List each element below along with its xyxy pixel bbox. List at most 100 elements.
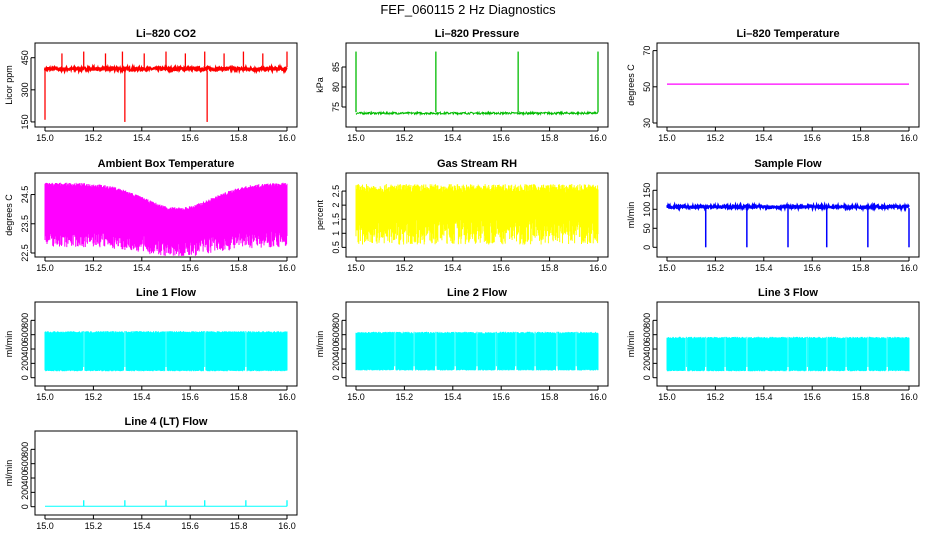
series-band bbox=[666, 336, 910, 372]
x-tick-label: 15.6 bbox=[492, 133, 510, 143]
series-band bbox=[355, 184, 599, 245]
y-axis-label: ml/min bbox=[315, 331, 325, 358]
plot-frame bbox=[34, 172, 298, 258]
chart-panel: Line 4 (LT) Flow 15.0 15.2 15.4 15.6 15.8 16.0… bbox=[4, 416, 298, 531]
x-tick-label: 15.8 bbox=[852, 263, 870, 273]
chart-panel: Line 3 Flow 15.0 15.2 15.4 15.6 15.8 16.0 0 2004… bbox=[626, 287, 920, 402]
y-axis-label: ml/min bbox=[4, 460, 14, 487]
y-tick-label: 800 bbox=[20, 313, 30, 328]
chart-panel: Line 1 Flow 15.0 15.2 15.4 15.6 15.8 16.0 0 2004… bbox=[4, 287, 298, 402]
y-tick-label: 800 bbox=[331, 313, 341, 328]
chart-title: Gas Stream RH bbox=[437, 158, 517, 170]
data-series bbox=[666, 201, 910, 248]
data-series bbox=[666, 336, 910, 372]
x-tick-label: 15.6 bbox=[181, 521, 199, 531]
x-tick-label: 15.4 bbox=[444, 263, 462, 273]
y-tick-label: 150 bbox=[20, 114, 30, 129]
x-tick-label: 15.4 bbox=[444, 133, 462, 143]
y-axis-label: kPa bbox=[315, 77, 325, 93]
x-tick-label: 15.8 bbox=[230, 263, 248, 273]
figure-title: FEF_060115 2 Hz Diagnostics bbox=[380, 2, 556, 17]
x-tick-label: 15.8 bbox=[230, 521, 248, 531]
x-tick-label: 15.4 bbox=[755, 263, 773, 273]
y-tick-label: 200 bbox=[642, 356, 652, 371]
x-tick-label: 16.0 bbox=[900, 392, 918, 402]
x-tick-label: 15.6 bbox=[492, 392, 510, 402]
plot-frame bbox=[34, 301, 298, 387]
x-tick-label: 15.8 bbox=[541, 263, 559, 273]
y-tick-label: 400 bbox=[20, 342, 30, 357]
y-tick-label: 200 bbox=[331, 356, 341, 371]
chart-panel: Li–820 Pressure 15.0 15.2 15.4 15.6 15.8 16.0 7… bbox=[315, 28, 609, 143]
y-axis-label: ml/min bbox=[626, 331, 636, 358]
y-tick-label: 75 bbox=[331, 102, 341, 112]
chart-panel: Line 2 Flow 15.0 15.2 15.4 15.6 15.8 16.0 0 2004… bbox=[315, 287, 609, 402]
x-tick-label: 15.2 bbox=[396, 392, 414, 402]
y-tick-label: 2.5 bbox=[331, 185, 341, 198]
y-tick-label: 23.5 bbox=[20, 215, 30, 233]
x-tick-label: 15.4 bbox=[755, 392, 773, 402]
y-tick-label: 50 bbox=[642, 82, 652, 92]
y-tick-label: 80 bbox=[331, 82, 341, 92]
y-tick-label: 800 bbox=[642, 313, 652, 328]
x-tick-label: 15.8 bbox=[852, 392, 870, 402]
y-tick-label: 300 bbox=[20, 82, 30, 97]
y-tick-label: 0 bbox=[331, 375, 341, 380]
y-axis-label: ml/min bbox=[4, 331, 14, 358]
x-tick-label: 15.0 bbox=[36, 263, 54, 273]
y-tick-label: 22.5 bbox=[20, 244, 30, 262]
y-tick-label: 2 bbox=[331, 203, 341, 208]
y-axis-label: Licor ppm bbox=[4, 65, 14, 105]
chart-title: Line 3 Flow bbox=[758, 287, 818, 299]
plot-frame bbox=[34, 42, 298, 128]
y-tick-label: 0 bbox=[20, 504, 30, 509]
y-tick-label: 100 bbox=[642, 202, 652, 217]
x-tick-label: 15.8 bbox=[852, 133, 870, 143]
data-series bbox=[44, 331, 288, 372]
y-tick-label: 0.5 bbox=[331, 241, 341, 254]
x-tick-label: 15.2 bbox=[85, 521, 103, 531]
series-line bbox=[666, 201, 910, 213]
y-tick-label: 50 bbox=[642, 223, 652, 233]
x-tick-label: 15.4 bbox=[133, 263, 151, 273]
x-tick-label: 15.4 bbox=[133, 392, 151, 402]
x-tick-label: 15.8 bbox=[541, 133, 559, 143]
x-tick-label: 16.0 bbox=[900, 133, 918, 143]
x-tick-label: 15.2 bbox=[85, 392, 103, 402]
plot-frame bbox=[656, 301, 920, 387]
chart-panel: Sample Flow 15.0 15.2 15.4 15.6 15.8 16.0 0 50 10… bbox=[626, 158, 920, 273]
x-tick-label: 16.0 bbox=[278, 133, 296, 143]
series-line bbox=[355, 110, 599, 117]
y-tick-label: 0 bbox=[642, 245, 652, 250]
x-tick-label: 15.2 bbox=[85, 263, 103, 273]
x-tick-label: 16.0 bbox=[589, 392, 607, 402]
chart-panel: Ambient Box Temperature 15.0 15.2 15.4 15.6 1… bbox=[4, 158, 298, 273]
series-band bbox=[44, 182, 288, 256]
plot-frame bbox=[656, 172, 920, 258]
x-tick-label: 15.6 bbox=[181, 263, 199, 273]
x-tick-label: 15.2 bbox=[707, 133, 725, 143]
x-tick-label: 15.2 bbox=[85, 133, 103, 143]
x-tick-label: 15.6 bbox=[803, 392, 821, 402]
x-tick-label: 15.0 bbox=[347, 392, 365, 402]
x-tick-label: 16.0 bbox=[278, 263, 296, 273]
chart-panel: Li–820 CO2 15.0 15.2 15.4 15.6 15.8 16.0 150 300… bbox=[4, 28, 298, 143]
x-tick-label: 15.4 bbox=[133, 521, 151, 531]
x-tick-label: 16.0 bbox=[278, 392, 296, 402]
series-band bbox=[355, 331, 599, 371]
y-tick-label: 600 bbox=[20, 456, 30, 471]
data-series bbox=[355, 331, 599, 371]
x-tick-label: 15.4 bbox=[755, 133, 773, 143]
x-tick-label: 15.6 bbox=[803, 263, 821, 273]
x-tick-label: 15.0 bbox=[658, 392, 676, 402]
data-series bbox=[44, 182, 288, 256]
chart-title: Ambient Box Temperature bbox=[98, 158, 235, 170]
chart-title: Line 4 (LT) Flow bbox=[125, 416, 208, 428]
y-tick-label: 30 bbox=[642, 118, 652, 128]
plot-frame bbox=[656, 42, 920, 128]
x-tick-label: 15.6 bbox=[492, 263, 510, 273]
y-tick-label: 0 bbox=[20, 375, 30, 380]
x-tick-label: 15.0 bbox=[36, 521, 54, 531]
x-tick-label: 15.6 bbox=[181, 392, 199, 402]
y-tick-label: 600 bbox=[642, 327, 652, 342]
